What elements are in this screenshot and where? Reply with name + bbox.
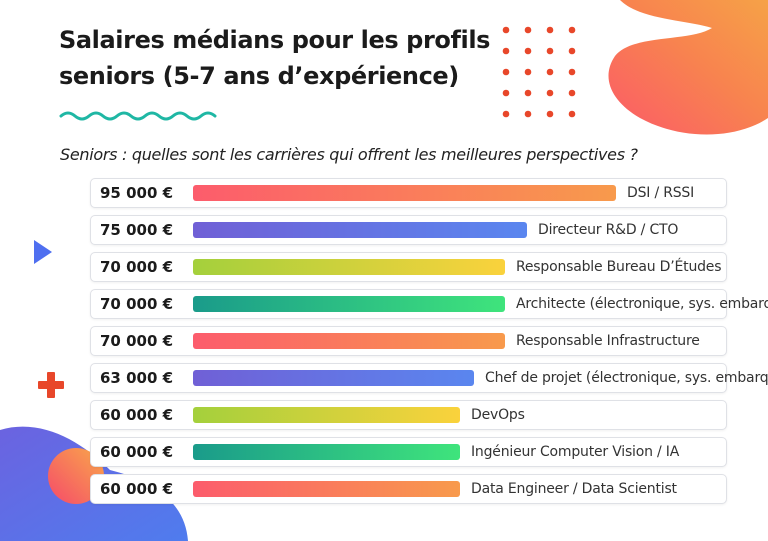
job-title-label: Ingénieur Computer Vision / IA [471, 444, 680, 460]
salary-value-label: 63 000 € [100, 369, 174, 387]
decor-dot [524, 47, 532, 55]
salary-bar [193, 444, 460, 460]
salary-bar [193, 370, 474, 386]
decor-dot [546, 47, 554, 55]
salary-row: 70 000 € Responsable Infrastructure [90, 326, 727, 356]
blue-triangle-icon [34, 240, 52, 264]
salary-bar [193, 407, 460, 423]
salary-row: 60 000 € DevOps [90, 400, 727, 430]
decor-dot [568, 47, 576, 55]
salary-row: 60 000 € Data Engineer / Data Scientist [90, 474, 727, 504]
salary-value-label: 70 000 € [100, 258, 174, 276]
decor-dot [546, 110, 554, 118]
decor-dot [546, 89, 554, 97]
decor-dot [546, 68, 554, 76]
decor-dot [502, 47, 510, 55]
job-title-label: Directeur R&D / CTO [538, 222, 679, 238]
salary-row: 70 000 € Responsable Bureau D’Études [90, 252, 727, 282]
salary-bar [193, 222, 527, 238]
decor-dot [502, 68, 510, 76]
wave-line [59, 111, 217, 121]
decor-dot [524, 110, 532, 118]
chart-subtitle: Seniors : quelles sont les carrières qui… [60, 145, 638, 164]
title-line-2: seniors (5-7 ans d’expérience) [59, 62, 459, 90]
salary-row: 70 000 € Architecte (électronique, sys. e… [90, 289, 768, 319]
decor-dot [524, 26, 532, 34]
salary-value-label: 60 000 € [100, 406, 174, 424]
job-title-label: Chef de projet (électronique, sys. embar… [485, 370, 768, 386]
decor-dot [546, 26, 554, 34]
salary-bar [193, 481, 460, 497]
salary-value-label: 70 000 € [100, 295, 174, 313]
salary-value-label: 70 000 € [100, 332, 174, 350]
salary-bar [193, 333, 505, 349]
orange-cross-icon [38, 372, 64, 398]
job-title-label: Data Engineer / Data Scientist [471, 481, 677, 497]
salary-value-label: 95 000 € [100, 184, 174, 202]
salary-row: 95 000 € DSI / RSSI [90, 178, 727, 208]
salary-bar [193, 185, 616, 201]
decor-dot [568, 110, 576, 118]
page-title: Salaires médians pour les profils senior… [59, 22, 490, 94]
decor-dot [568, 89, 576, 97]
job-title-label: DevOps [471, 407, 525, 423]
salary-row: 63 000 € Chef de projet (électronique, sy… [90, 363, 768, 393]
job-title-label: Responsable Bureau D’Études [516, 259, 722, 275]
decor-dot [568, 68, 576, 76]
dot-grid [502, 26, 576, 118]
salary-value-label: 60 000 € [100, 443, 174, 461]
salary-row: 60 000 € Ingénieur Computer Vision / IA [90, 437, 727, 467]
salary-value-label: 75 000 € [100, 221, 174, 239]
decor-dot [568, 26, 576, 34]
decor-dot [502, 110, 510, 118]
decor-dot [524, 68, 532, 76]
job-title-label: DSI / RSSI [627, 185, 695, 201]
decor-dot [502, 26, 510, 34]
title-line-1: Salaires médians pour les profils [59, 26, 491, 54]
salary-value-label: 60 000 € [100, 480, 174, 498]
salary-bar [193, 296, 505, 312]
salary-bar [193, 259, 505, 275]
job-title-label: Architecte (électronique, sys. embarqués… [516, 296, 768, 312]
decor-dot [524, 89, 532, 97]
job-title-label: Responsable Infrastructure [516, 333, 700, 349]
decor-dot [502, 89, 510, 97]
salary-row: 75 000 € Directeur R&D / CTO [90, 215, 727, 245]
